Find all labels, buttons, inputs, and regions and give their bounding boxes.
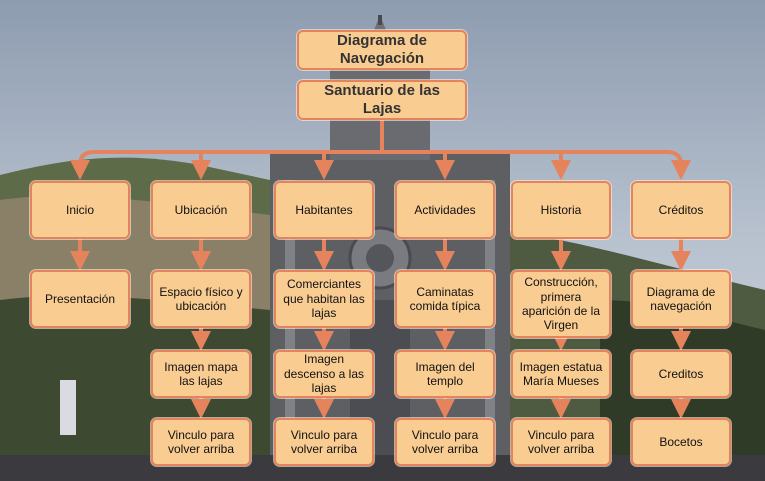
column-3-item-1: Imagen del templo [395, 350, 495, 398]
column-5-item-2: Bocetos [631, 418, 731, 466]
column-1-item-0: Espacio físico y ubicación [151, 270, 251, 328]
column-header-5: Créditos [631, 181, 731, 239]
column-2-item-0: Comerciantes que habitan las lajas [274, 270, 374, 328]
column-header-2: Habitantes [274, 181, 374, 239]
column-3-item-2: Vinculo para volver arriba [395, 418, 495, 466]
column-5-item-0: Diagrama de navegación [631, 270, 731, 328]
column-1-item-1: Imagen mapa las lajas [151, 350, 251, 398]
column-1-item-2: Vinculo para volver arriba [151, 418, 251, 466]
column-4-item-0: Construcción, primera aparición de la Vi… [511, 270, 611, 338]
column-header-3: Actividades [395, 181, 495, 239]
arrow-to-header-5 [665, 150, 691, 180]
column-header-4: Historia [511, 181, 611, 239]
column-header-1: Ubicación [151, 181, 251, 239]
column-2-item-2: Vinculo para volver arriba [274, 418, 374, 466]
column-4-item-1: Imagen estatua María Mueses [511, 350, 611, 398]
column-2-item-1: Imagen descenso a las lajas [274, 350, 374, 398]
column-header-0: Inicio [30, 181, 130, 239]
root-node: Santuario de las Lajas [297, 80, 467, 120]
column-5-item-1: Creditos [631, 350, 731, 398]
diagram-title: Diagrama de Navegación [297, 30, 467, 70]
column-4-item-2: Vinculo para volver arriba [511, 418, 611, 466]
column-0-item-0: Presentación [30, 270, 130, 328]
column-3-item-0: Caminatas comida típica [395, 270, 495, 328]
arrow-to-header-0 [70, 150, 96, 180]
